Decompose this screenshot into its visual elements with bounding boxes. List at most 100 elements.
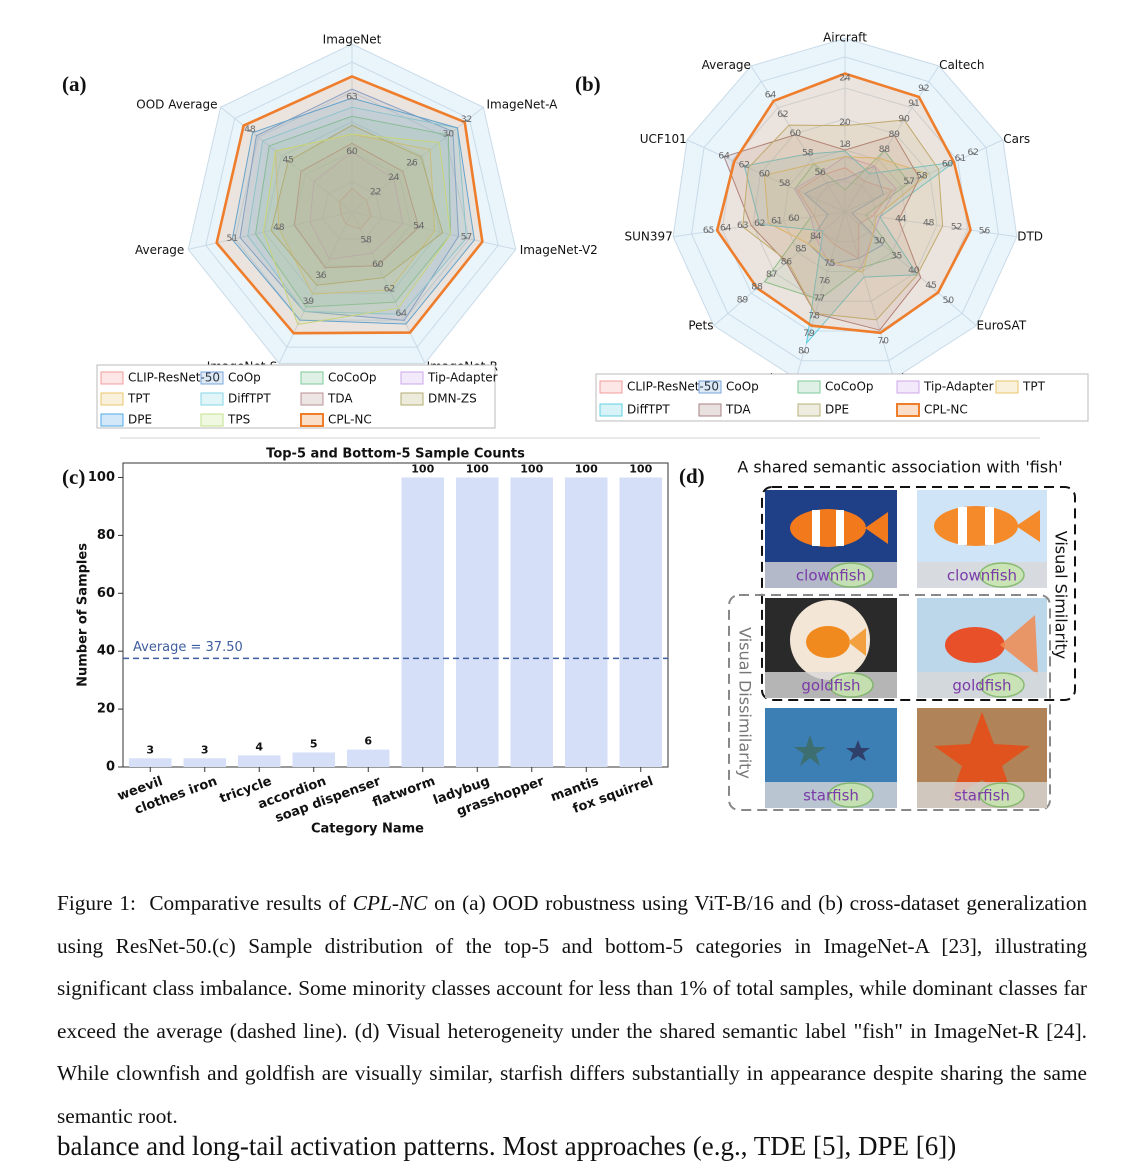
radar-tick-label: 60 bbox=[372, 260, 384, 270]
radar-tick-label: 54 bbox=[413, 222, 425, 232]
radar-tick bbox=[763, 174, 766, 177]
radar-tick-label: 64 bbox=[765, 91, 777, 101]
value-label: 5 bbox=[310, 738, 318, 751]
radar-tick bbox=[722, 155, 726, 159]
axis-label: Caltech bbox=[939, 58, 984, 72]
radar-tick bbox=[947, 300, 950, 303]
radar-tick bbox=[946, 163, 949, 167]
radar-tick-label: 24 bbox=[839, 74, 851, 84]
axis-label: ImageNet-V2 bbox=[520, 243, 598, 257]
radar-tick-label: 18 bbox=[839, 140, 851, 150]
radar-tick bbox=[983, 230, 986, 234]
radar-tick-label: 32 bbox=[461, 115, 472, 125]
radar-tick-label: 35 bbox=[891, 251, 902, 261]
y-tick-label: 80 bbox=[97, 528, 115, 543]
group-label: Visual Similarity bbox=[1052, 531, 1071, 660]
tile-label: clownfish bbox=[947, 567, 1017, 585]
radar-tick bbox=[799, 248, 803, 252]
bar bbox=[455, 477, 499, 767]
tile-label: goldfish bbox=[952, 677, 1011, 695]
radar-tick bbox=[350, 96, 354, 100]
value-label: 100 bbox=[575, 462, 598, 475]
radar-tick bbox=[902, 118, 906, 122]
radar-tick bbox=[364, 240, 368, 243]
radar-tick-label: 62 bbox=[754, 219, 765, 229]
radar-tick-label: 36 bbox=[315, 271, 327, 281]
radar-tick bbox=[783, 183, 786, 186]
legend-label: Tip-Adapter bbox=[427, 371, 498, 385]
radar-tick bbox=[955, 226, 958, 230]
value-label: 100 bbox=[411, 462, 434, 475]
radar-tick-label: 58 bbox=[360, 236, 372, 246]
radar-tick-label: 80 bbox=[798, 346, 810, 356]
radar-tick bbox=[376, 264, 379, 267]
radar-tick bbox=[899, 218, 902, 222]
highlight bbox=[828, 672, 874, 698]
radar-tick-label: 90 bbox=[898, 114, 910, 124]
caption-emphasis: CPL-NC bbox=[352, 891, 428, 915]
radar-series bbox=[231, 97, 475, 325]
panel-label: (d) bbox=[679, 464, 705, 488]
radar-tick bbox=[794, 133, 797, 136]
highlight bbox=[828, 782, 874, 808]
legend-label: TPT bbox=[1022, 380, 1046, 394]
value-label: 100 bbox=[520, 462, 543, 475]
bar bbox=[401, 477, 445, 767]
radar-tick bbox=[307, 301, 310, 304]
radar-tick-label: 26 bbox=[406, 159, 418, 169]
y-axis-label: Number of Samples bbox=[76, 543, 91, 687]
legend-label: TPS bbox=[227, 413, 250, 427]
radar-tick bbox=[287, 159, 290, 163]
group-label: Visual Dissimilarity bbox=[736, 627, 755, 779]
bar bbox=[619, 477, 663, 767]
radar-ring bbox=[263, 121, 441, 294]
legend-label: CoOp bbox=[726, 380, 759, 394]
caption-text: on (a) OOD robustness using ViT-B/16 and… bbox=[57, 891, 1087, 1128]
radar-tick bbox=[843, 77, 847, 81]
radar-ring bbox=[234, 91, 470, 321]
legend-label: TPT bbox=[127, 392, 151, 406]
radar-tick-label: 79 bbox=[803, 329, 815, 339]
radar-tick bbox=[812, 315, 816, 319]
legend-swatch bbox=[995, 380, 1019, 394]
radar-spoke bbox=[278, 211, 353, 364]
radar-tick-label: 60 bbox=[788, 214, 800, 224]
x-tick-label: flatworm bbox=[371, 774, 438, 811]
legend-label: TDA bbox=[725, 403, 751, 417]
legend-box bbox=[595, 373, 1089, 422]
highlight bbox=[828, 562, 874, 588]
caption: Figure 1: Comparative results of CPL-NC … bbox=[57, 882, 1087, 1137]
radar-tick-label: 62 bbox=[739, 161, 750, 171]
radar-spoke bbox=[351, 106, 484, 213]
radar-ring bbox=[691, 56, 999, 362]
radar-tick-label: 87 bbox=[766, 270, 777, 280]
chart-title: Top-5 and Bottom-5 Sample Counts bbox=[266, 447, 525, 462]
radar-tick-label: 56 bbox=[979, 227, 991, 237]
radar-tick-label: 22 bbox=[370, 188, 381, 198]
legend-label: DiffTPT bbox=[228, 392, 271, 406]
value-label: 3 bbox=[201, 743, 209, 756]
legend-label: DiffTPT bbox=[627, 403, 670, 417]
radar-spoke bbox=[844, 139, 1004, 213]
radar-ring bbox=[783, 149, 907, 272]
radar-tick bbox=[775, 220, 779, 224]
radar-tick-label: 88 bbox=[751, 283, 763, 293]
radar-tick-label: 64 bbox=[720, 224, 732, 234]
radar-tick-label: 30 bbox=[443, 130, 455, 140]
radar-ring bbox=[813, 180, 877, 243]
highlight bbox=[979, 562, 1025, 588]
dissimilarity-box bbox=[728, 594, 1051, 811]
bar bbox=[128, 758, 172, 767]
radar-tick-label: 57 bbox=[903, 177, 914, 187]
radar-tick bbox=[769, 94, 772, 98]
radar-tick bbox=[465, 119, 468, 122]
radar-tick bbox=[724, 227, 727, 231]
value-label: 100 bbox=[629, 462, 652, 475]
radar-tick-label: 40 bbox=[908, 266, 920, 276]
x-axis-label: Category Name bbox=[311, 822, 424, 837]
radar-tick bbox=[785, 261, 788, 264]
axis-label: Cars bbox=[1003, 132, 1030, 146]
radar-spoke bbox=[844, 211, 977, 327]
bar bbox=[564, 477, 608, 767]
radar-spoke bbox=[351, 211, 426, 364]
